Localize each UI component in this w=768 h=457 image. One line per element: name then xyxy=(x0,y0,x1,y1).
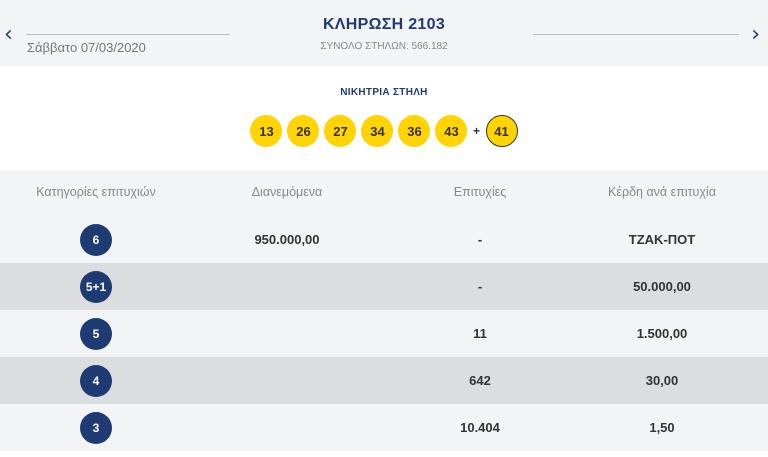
winning-number-ball: 36 xyxy=(398,115,431,147)
prize-per-winner: 30,00 xyxy=(645,373,679,388)
table-row: 4 642 30,00 xyxy=(0,357,768,404)
prize-per-winner: 50.000,00 xyxy=(633,279,691,294)
winners-count: 642 xyxy=(469,373,491,388)
category-badge: 4 xyxy=(80,365,112,397)
header-divider-left xyxy=(26,34,230,35)
table-header: Κατηγορίες επιτυχιών Διανεμόμενα Επιτυχί… xyxy=(0,170,768,216)
prize-per-winner: 1,50 xyxy=(649,420,675,435)
bonus-number-ball: 41 xyxy=(485,115,518,147)
draw-header: ‹ Σάββατο 07/03/2020 ΚΛΗΡΩΣΗ 2103 ΣΥΝΟΛΟ… xyxy=(0,0,768,66)
winning-number-ball: 43 xyxy=(435,115,468,147)
header-prize: Κέρδη ανά επιτυχία xyxy=(608,185,716,199)
winners-count: 11 xyxy=(473,326,487,341)
winning-numbers: 13 26 27 34 36 43 + 41 xyxy=(0,115,768,147)
winning-number-ball: 34 xyxy=(361,115,394,147)
winning-column-title: ΝΙΚΗΤΡΙΑ ΣΤΗΛΗ xyxy=(340,87,428,98)
header-winners: Επιτυχίες xyxy=(453,185,507,199)
winners-count: - xyxy=(477,279,483,294)
winning-number-ball: 13 xyxy=(250,115,283,147)
header-divider-right xyxy=(533,34,739,35)
distributed-amount: 950.000,00 xyxy=(254,232,320,247)
chevron-left-icon[interactable]: ‹ xyxy=(4,22,13,47)
plus-sign: + xyxy=(472,124,480,138)
category-badge: 3 xyxy=(80,412,112,444)
header-distributed: Διανεμόμενα xyxy=(251,185,323,199)
total-columns: ΣΥΝΟΛΟ ΣΤΗΛΩΝ: 566.182 xyxy=(320,41,448,52)
table-row: 5+1 - 50.000,00 xyxy=(0,263,768,310)
draw-title: ΚΛΗΡΩΣΗ 2103 xyxy=(322,16,446,33)
category-badge: 6 xyxy=(80,224,112,256)
header-categories: Κατηγορίες επιτυχιών xyxy=(36,185,156,199)
prize-per-winner: ΤΖΑΚ-ΠΟΤ xyxy=(628,232,696,247)
category-badge: 5 xyxy=(80,318,112,350)
prize-per-winner: 1.500,00 xyxy=(636,326,688,341)
winners-count: - xyxy=(477,232,483,247)
winning-number-ball: 26 xyxy=(287,115,320,147)
winners-count: 10.404 xyxy=(460,420,500,435)
table-row: 6 950.000,00 - ΤΖΑΚ-ΠΟΤ xyxy=(0,216,768,263)
chevron-right-icon[interactable]: › xyxy=(751,22,760,47)
table-row: 5 11 1.500,00 xyxy=(0,310,768,357)
table-row: 3 10.404 1,50 xyxy=(0,404,768,451)
category-badge: 5+1 xyxy=(80,271,112,303)
draw-date: Σάββατο 07/03/2020 xyxy=(27,40,146,55)
winning-number-ball: 27 xyxy=(324,115,357,147)
